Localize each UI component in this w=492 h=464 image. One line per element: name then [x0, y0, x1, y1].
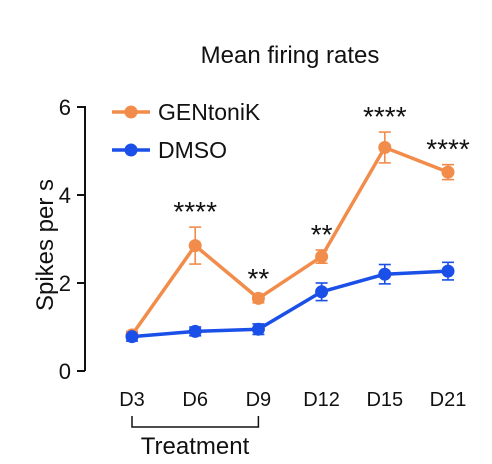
y-tick-label: 4 [59, 183, 71, 208]
significance-marker: **** [426, 134, 470, 165]
data-point [441, 165, 455, 179]
legend-label: DMSO [158, 137, 227, 163]
treatment-label: Treatment [140, 433, 250, 460]
legend-marker [124, 105, 138, 119]
x-tick-label: D15 [366, 389, 403, 411]
y-tick-label: 0 [59, 359, 71, 384]
x-tick-label: D3 [119, 389, 145, 411]
data-point [251, 322, 265, 336]
legend-label: GENtoniK [158, 99, 261, 125]
data-point [125, 330, 139, 344]
x-tick-label: D21 [430, 389, 467, 411]
data-point [378, 140, 392, 154]
y-tick-label: 6 [59, 95, 71, 120]
significance-marker: **** [173, 196, 217, 227]
x-tick-label: D6 [182, 389, 208, 411]
treatment-bracket [131, 416, 260, 428]
data-point [251, 291, 265, 305]
significance-marker: ** [248, 263, 270, 294]
data-point [188, 324, 202, 338]
data-point [441, 264, 455, 278]
legend-marker [124, 143, 138, 157]
significance-marker: ** [311, 219, 333, 250]
data-point [315, 250, 329, 264]
series-line [130, 145, 449, 336]
data-point [188, 239, 202, 253]
chart-title: Mean firing rates [200, 42, 380, 69]
x-tick-label: D9 [246, 389, 272, 411]
x-tick-label: D12 [303, 389, 340, 411]
series-line [131, 269, 449, 339]
y-axis-label: Spikes per s [32, 178, 59, 312]
significance-marker: **** [363, 101, 407, 132]
data-point [315, 285, 329, 299]
y-tick-label: 2 [59, 271, 71, 296]
data-point [378, 267, 392, 281]
